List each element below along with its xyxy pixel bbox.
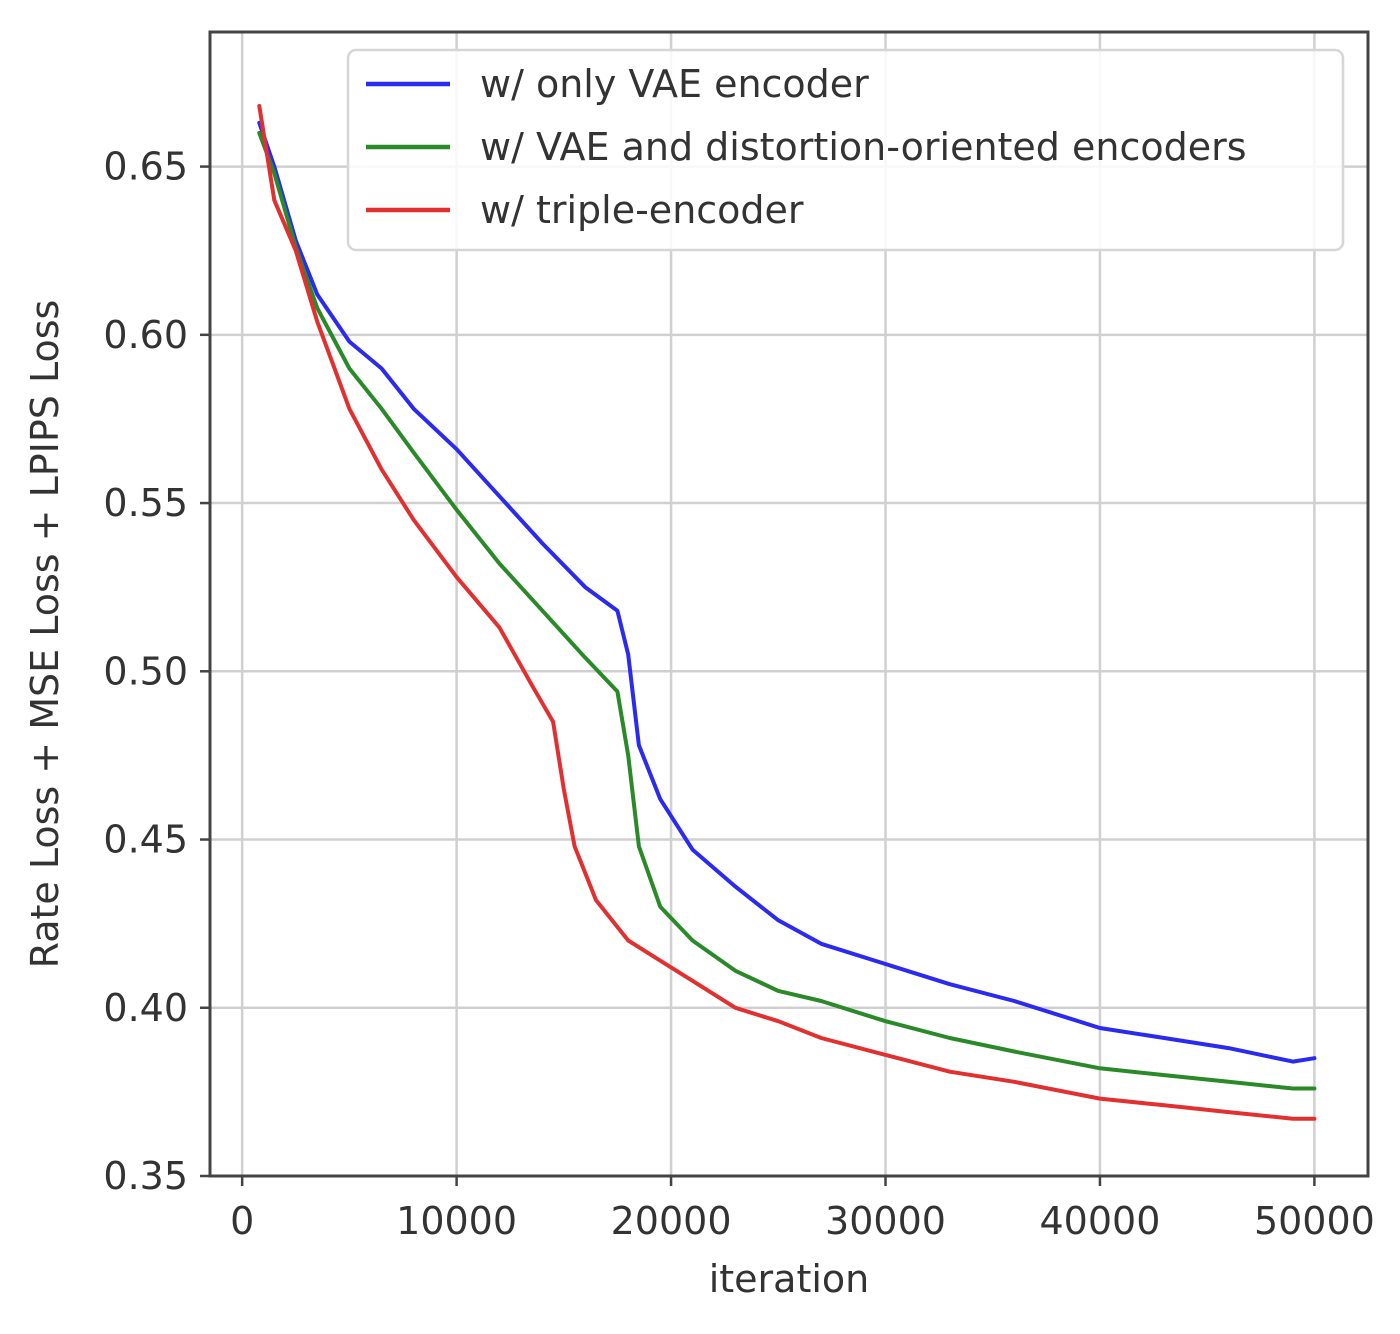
y-tick-label: 0.60 xyxy=(103,313,188,357)
series-line-1 xyxy=(257,120,1317,1064)
tick-labels: 0 10000 20000 30000 40000 50000 0.35 0.40 0.45 0.… xyxy=(103,145,1374,1243)
ticks xyxy=(200,165,1316,1186)
series-line-2 xyxy=(257,130,1317,1091)
x-tick-label: 20000 xyxy=(611,1199,732,1243)
legend-box xyxy=(346,48,1345,252)
series-layer xyxy=(257,104,1317,1121)
y-tick-label: 0.50 xyxy=(103,649,188,693)
legend-label: w/ only VAE encoder xyxy=(480,62,869,106)
legend: w/ only VAE encoder w/ VAE and distortion… xyxy=(346,48,1345,252)
y-tick-label: 0.35 xyxy=(103,1154,188,1198)
x-tick-label: 50000 xyxy=(1254,1199,1375,1243)
y-axis-label: Rate Loss + MSE Loss + LPIPS Loss xyxy=(23,300,67,969)
plot-area-frame xyxy=(208,30,1370,1178)
x-tick-label: 0 xyxy=(230,1199,254,1243)
y-tick-label: 0.45 xyxy=(103,818,188,862)
legend-label: w/ triple-encoder xyxy=(480,188,804,232)
y-tick-label: 0.55 xyxy=(103,481,188,525)
y-tick-label: 0.40 xyxy=(103,986,188,1030)
x-tick-label: 40000 xyxy=(1039,1199,1160,1243)
legend-label: w/ VAE and distortion-oriented encoders xyxy=(480,125,1247,169)
series-line-3 xyxy=(257,104,1317,1121)
x-tick-label: 30000 xyxy=(825,1199,946,1243)
y-tick-label: 0.65 xyxy=(103,145,188,189)
x-axis-label: iteration xyxy=(709,1257,870,1301)
x-tick-label: 10000 xyxy=(396,1199,517,1243)
